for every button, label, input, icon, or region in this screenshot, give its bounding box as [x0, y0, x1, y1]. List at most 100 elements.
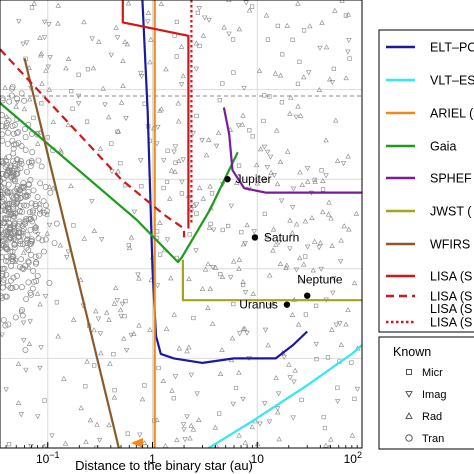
scatter-point-transit: [8, 262, 15, 269]
legend-label-1: VLT–ES: [430, 74, 474, 88]
scatter-point-radial: [100, 85, 106, 91]
scatter-point-transit: [34, 131, 41, 138]
scatter-point-radial: [242, 325, 248, 331]
series-line-8: [0, 48, 186, 238]
scatter-point-radial: [242, 439, 249, 445]
scatter-point-transit: [9, 137, 16, 144]
scatter-point-imaging: [235, 123, 242, 129]
scatter-point-radial: [295, 321, 302, 327]
scatter-point-radial: [12, 171, 19, 177]
series-line-5: [181, 259, 362, 302]
scatter-point-imaging: [0, 332, 5, 338]
scatter-point-transit: [15, 230, 22, 237]
series-line-3: [0, 102, 239, 264]
scatter-point-microlensing: [156, 365, 161, 371]
scatter-point-radial: [311, 238, 318, 244]
scatter-point-imaging: [46, 222, 53, 228]
scatter-point-radial: [328, 436, 334, 442]
scatter-point-radial: [317, 240, 324, 245]
scatter-point-radial: [190, 202, 197, 208]
scatter-point-transit: [38, 163, 45, 170]
scatter-point-imaging: [293, 114, 299, 120]
scatter-point-transit: [11, 241, 18, 248]
scatter-point-imaging: [114, 35, 121, 41]
scatter-point-transit: [47, 189, 54, 196]
scatter-point-microlensing: [343, 13, 349, 18]
scatter-point-microlensing: [112, 388, 117, 393]
scatter-point-radial: [61, 375, 67, 381]
scatter-point-microlensing: [220, 81, 225, 86]
scatter-point-transit: [18, 142, 25, 149]
scatter-point-transit: [22, 347, 29, 353]
scatter-point-radial: [90, 65, 97, 71]
scatter-point-imaging: [65, 249, 72, 255]
scatter-point-radial: [158, 1, 164, 6]
scatter-point-transit: [25, 159, 32, 166]
scatter-point-radial: [285, 148, 291, 154]
scatter-point-radial: [91, 327, 97, 333]
scatter-point-transit: [14, 273, 20, 279]
scatter-point-microlensing: [303, 312, 308, 317]
scatter-point-transit: [10, 274, 17, 281]
legend-known-label-0: Micr: [422, 367, 443, 379]
scatter-point-transit: [25, 279, 32, 286]
scatter-point-transit: [4, 140, 11, 147]
legend-known-title: Known: [393, 345, 431, 359]
scatter-point-radial: [240, 112, 246, 118]
scatter-point-imaging: [290, 186, 297, 192]
scatter-point-imaging: [49, 433, 55, 439]
scatter-point-microlensing: [122, 314, 127, 319]
scatter-point-radial: [351, 280, 358, 286]
scatter-point-radial: [230, 258, 237, 264]
scatter-point-radial: [276, 436, 282, 442]
scatter-point-imaging: [304, 244, 311, 250]
scatter-point-microlensing: [250, 134, 255, 139]
scatter-point-transit: [53, 220, 60, 227]
scatter-point-radial: [171, 311, 177, 317]
scatter-point-imaging: [138, 70, 144, 76]
scatter-point-radial: [295, 0, 301, 6]
scatter-point-radial: [50, 185, 56, 191]
scatter-point-imaging: [108, 52, 114, 58]
scatter-point-imaging: [317, 45, 323, 51]
scatter-point-imaging: [193, 248, 199, 254]
scatter-point-imaging: [98, 237, 105, 243]
scatter-point-radial: [329, 242, 335, 248]
scatter-point-imaging: [330, 276, 337, 281]
scatter-point-radial: [176, 158, 182, 164]
scatter-point-transit: [29, 149, 36, 156]
scatter-point-transit: [0, 207, 5, 214]
scatter-point-transit: [0, 294, 6, 301]
scatter-point-radial: [210, 321, 216, 327]
scatter-point-imaging: [164, 237, 171, 243]
scatter-point-microlensing: [1, 215, 7, 220]
scatter-point-microlensing: [325, 355, 331, 360]
scatter-point-transit: [35, 157, 42, 164]
scatter-point-radial: [289, 312, 296, 317]
scatter-point-microlensing: [123, 299, 128, 304]
scatter-point-radial: [302, 218, 309, 224]
scatter-point-radial: [263, 12, 270, 18]
legend-label-5: JWST (: [430, 205, 472, 219]
scatter-point-radial: [341, 223, 347, 229]
scatter-point-transit: [6, 234, 13, 241]
scatter-point-radial: [168, 167, 175, 173]
scatter-point-transit: [7, 224, 14, 230]
scatter-point-transit: [9, 167, 15, 174]
scatter-point-microlensing: [54, 300, 59, 305]
scatter-point-radial: [236, 432, 242, 438]
x-tick-label-1: 1: [149, 452, 156, 466]
scatter-point-radial: [68, 183, 74, 188]
scatter-point-radial: [199, 286, 206, 291]
scatter-point-imaging: [206, 17, 212, 23]
scatter-point-radial: [126, 245, 133, 251]
scatter-point-radial: [240, 326, 247, 332]
scatter-point-radial: [94, 421, 100, 427]
scatter-point-imaging: [201, 15, 208, 21]
scatter-point-transit: [0, 227, 5, 234]
scatter-point-imaging: [178, 82, 185, 88]
scatter-point-transit: [37, 180, 44, 187]
series-line-4: [222, 107, 362, 194]
scatter-point-radial: [293, 221, 300, 227]
scatter-point-transit: [5, 258, 12, 265]
